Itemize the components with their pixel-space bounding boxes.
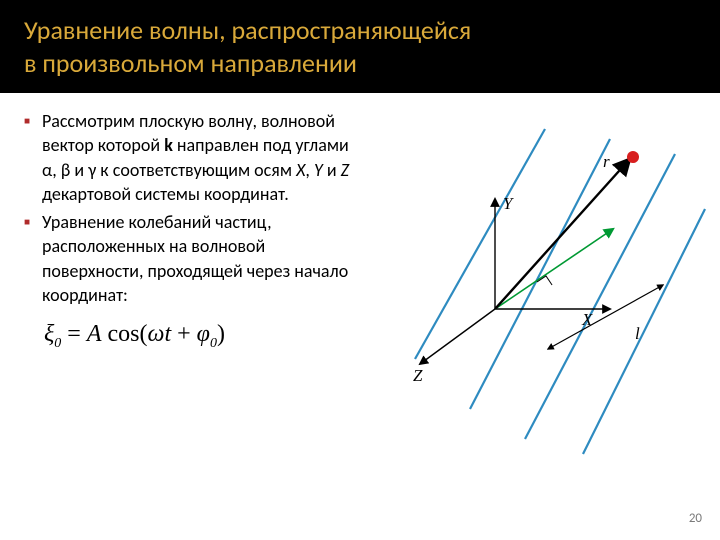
f-cos: cos( — [102, 321, 148, 347]
title-line2: в произвольном направлении — [24, 47, 357, 79]
title-bar: Уравнение волны, распространяющейся в пр… — [0, 0, 720, 93]
b1-y: Y — [314, 159, 323, 181]
b1-z: Z — [341, 159, 349, 181]
f-close: ) — [217, 321, 225, 347]
page-number: 20 — [689, 511, 702, 526]
f-eq: = — [61, 321, 87, 347]
svg-text:l: l — [635, 324, 640, 343]
f-xi: ξ — [44, 321, 54, 347]
diagram-column: XYZrl — [375, 109, 700, 352]
b1-c2: и — [323, 159, 341, 181]
f-subphi: 0 — [210, 336, 217, 351]
text-column: Рассмотрим плоскую волну, волновой векто… — [20, 109, 375, 352]
formula: ξ0 = A cos(ωt + φ0) — [44, 321, 365, 352]
svg-text:X: X — [581, 310, 593, 329]
wave-diagram: X Y Zr l — [375, 109, 715, 479]
b1-c1: , — [305, 159, 314, 181]
b2-text: Уравнение колебаний частиц, расположенны… — [42, 211, 348, 306]
bullet-1: Рассмотрим плоскую волну, волновой векто… — [20, 109, 365, 206]
b1-k: k — [164, 134, 173, 156]
title-line1: Уравнение волны, распространяющейся — [24, 14, 471, 46]
slide-title: Уравнение волны, распространяющейся в пр… — [24, 14, 696, 79]
f-omega: ω — [147, 321, 164, 347]
b1-post: декартовой системы координат. — [42, 183, 289, 205]
bullet-list: Рассмотрим плоскую волну, волновой векто… — [20, 109, 365, 307]
f-phi: φ — [197, 321, 210, 347]
svg-text:r: r — [603, 152, 610, 171]
bullet-2: Уравнение колебаний частиц, расположенны… — [20, 210, 365, 307]
svg-text:Z: Z — [413, 366, 423, 385]
svg-text:Y: Y — [503, 194, 514, 213]
content-area: Рассмотрим плоскую волну, волновой векто… — [0, 93, 720, 352]
f-A: A — [87, 321, 102, 347]
f-plus: + — [171, 321, 197, 347]
